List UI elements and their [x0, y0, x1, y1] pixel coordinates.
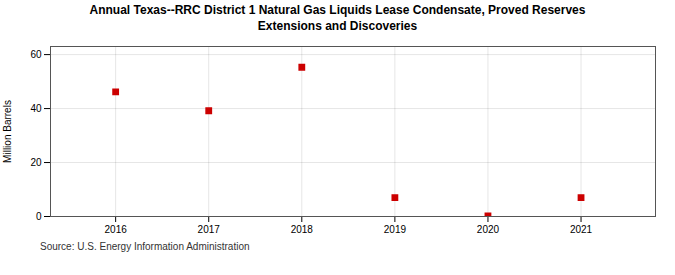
svg-text:60: 60: [30, 49, 42, 60]
svg-text:2018: 2018: [291, 224, 314, 235]
svg-text:40: 40: [30, 103, 42, 114]
svg-text:2021: 2021: [570, 224, 593, 235]
svg-text:2017: 2017: [198, 224, 221, 235]
svg-text:0: 0: [36, 211, 42, 222]
svg-text:20: 20: [30, 157, 42, 168]
svg-text:2020: 2020: [477, 224, 500, 235]
svg-text:2016: 2016: [105, 224, 128, 235]
html-text:Source: U.S. Energy Informatio: Source: U.S. Energy Information Administ…: [40, 241, 250, 253]
svg-text:2019: 2019: [384, 224, 407, 235]
html-text:Annual Texas--RRC District 1 N: Annual Texas--RRC District 1 Natural Gas…: [89, 3, 586, 33]
svg-text:Million Barrels: Million Barrels: [2, 100, 13, 163]
